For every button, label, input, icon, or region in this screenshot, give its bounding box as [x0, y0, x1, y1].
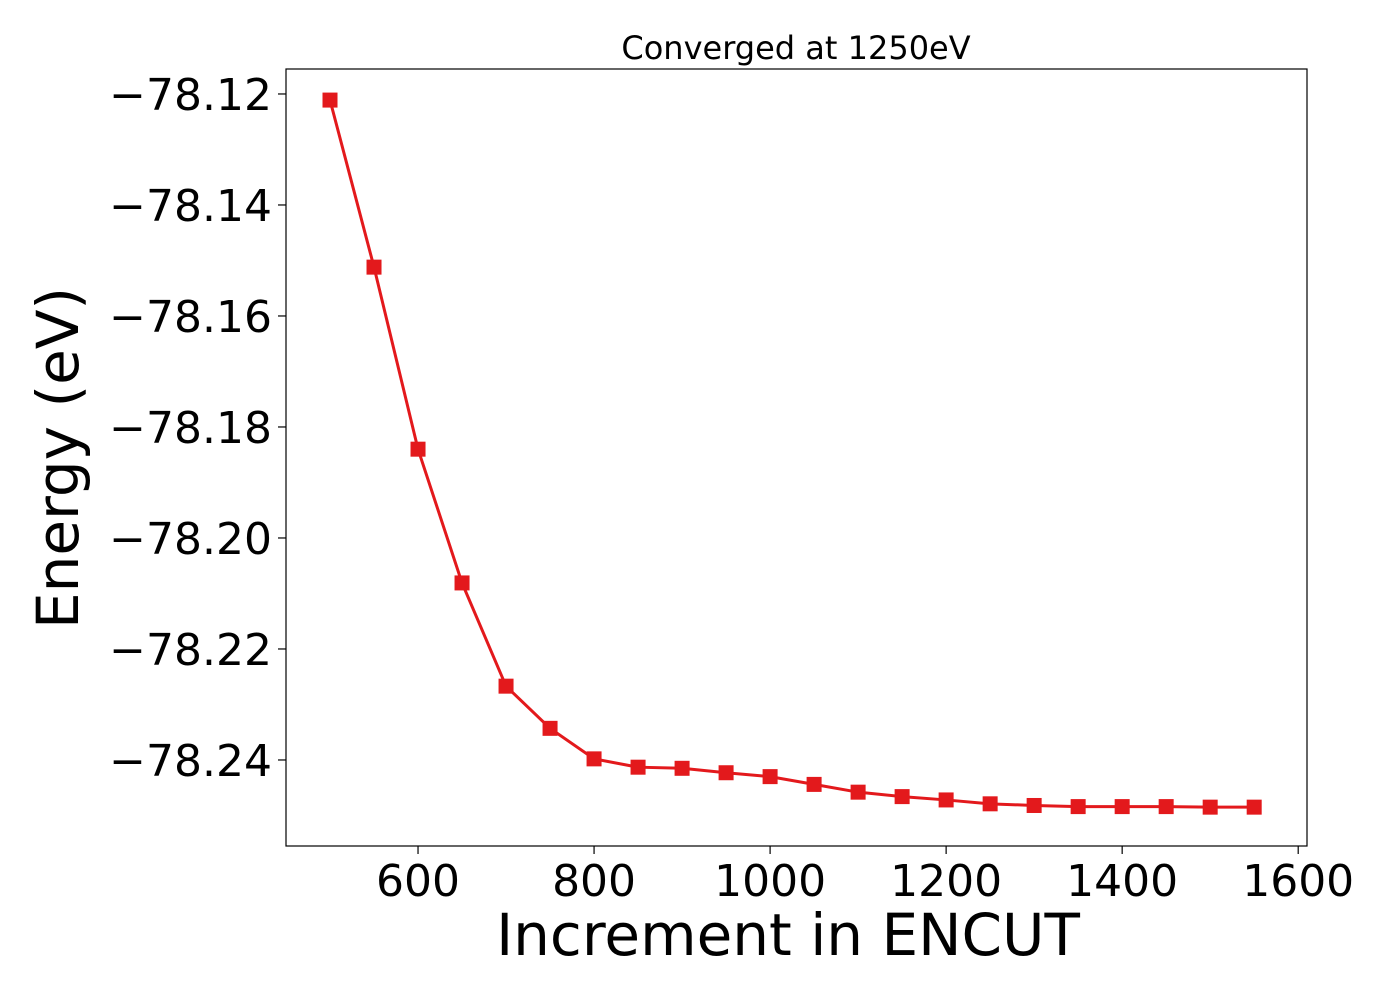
data-point	[1158, 799, 1174, 815]
data-point	[630, 759, 646, 775]
data-point	[1114, 799, 1130, 815]
data-point	[1246, 799, 1262, 815]
x-axis-label: Increment in ENCUT	[496, 901, 1080, 969]
data-point	[366, 259, 382, 275]
data-point	[498, 678, 514, 694]
x-tick-label: 1000	[714, 856, 826, 907]
data-point	[454, 575, 470, 591]
axes-frame	[285, 68, 1308, 847]
y-tick-label: −78.24	[109, 736, 272, 787]
data-point	[1026, 797, 1042, 813]
data-point	[1202, 799, 1218, 815]
x-tick-label: 1600	[1242, 856, 1354, 907]
data-point	[410, 441, 426, 457]
data-point	[806, 776, 822, 792]
data-point	[586, 751, 602, 767]
data-point	[674, 760, 690, 776]
data-point	[1070, 799, 1086, 815]
data-point	[982, 796, 998, 812]
y-tick-label: −78.22	[109, 625, 272, 676]
y-axis: −78.12 −78.14 −78.16 −78.18 −78.20 −78.22 −78.…	[109, 70, 286, 787]
x-tick-label: 800	[552, 856, 636, 907]
data-point	[322, 92, 338, 108]
data-point	[894, 789, 910, 805]
x-tick-label: 1200	[890, 856, 1002, 907]
y-axis-label: Energy (eV)	[24, 287, 92, 629]
x-tick-label: 1400	[1066, 856, 1178, 907]
data-point	[542, 720, 558, 736]
x-axis: 600 800 1000 1200 1400 1600	[376, 846, 1354, 907]
y-tick-label: −78.20	[109, 514, 272, 565]
data-point	[718, 765, 734, 781]
series-line	[328, 99, 1255, 809]
data-point	[762, 769, 778, 785]
y-tick-label: −78.14	[109, 181, 272, 232]
y-tick-label: −78.12	[109, 70, 272, 121]
x-tick-label: 600	[376, 856, 460, 907]
plot-area	[322, 92, 1262, 815]
data-point	[850, 784, 866, 800]
data-point	[938, 792, 954, 808]
y-tick-label: −78.16	[109, 292, 272, 343]
chart-title: Converged at 1250eV	[621, 29, 970, 67]
y-tick-label: −78.18	[109, 403, 272, 454]
